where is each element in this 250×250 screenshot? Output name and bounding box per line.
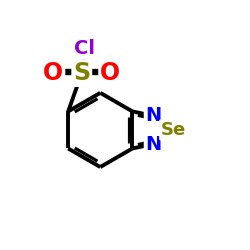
Text: N: N [145, 106, 162, 125]
Text: O: O [100, 61, 120, 85]
Text: N: N [145, 134, 162, 154]
Text: O: O [43, 61, 64, 85]
Text: S: S [73, 61, 90, 85]
Text: Cl: Cl [74, 39, 95, 58]
Text: Se: Se [160, 121, 186, 139]
